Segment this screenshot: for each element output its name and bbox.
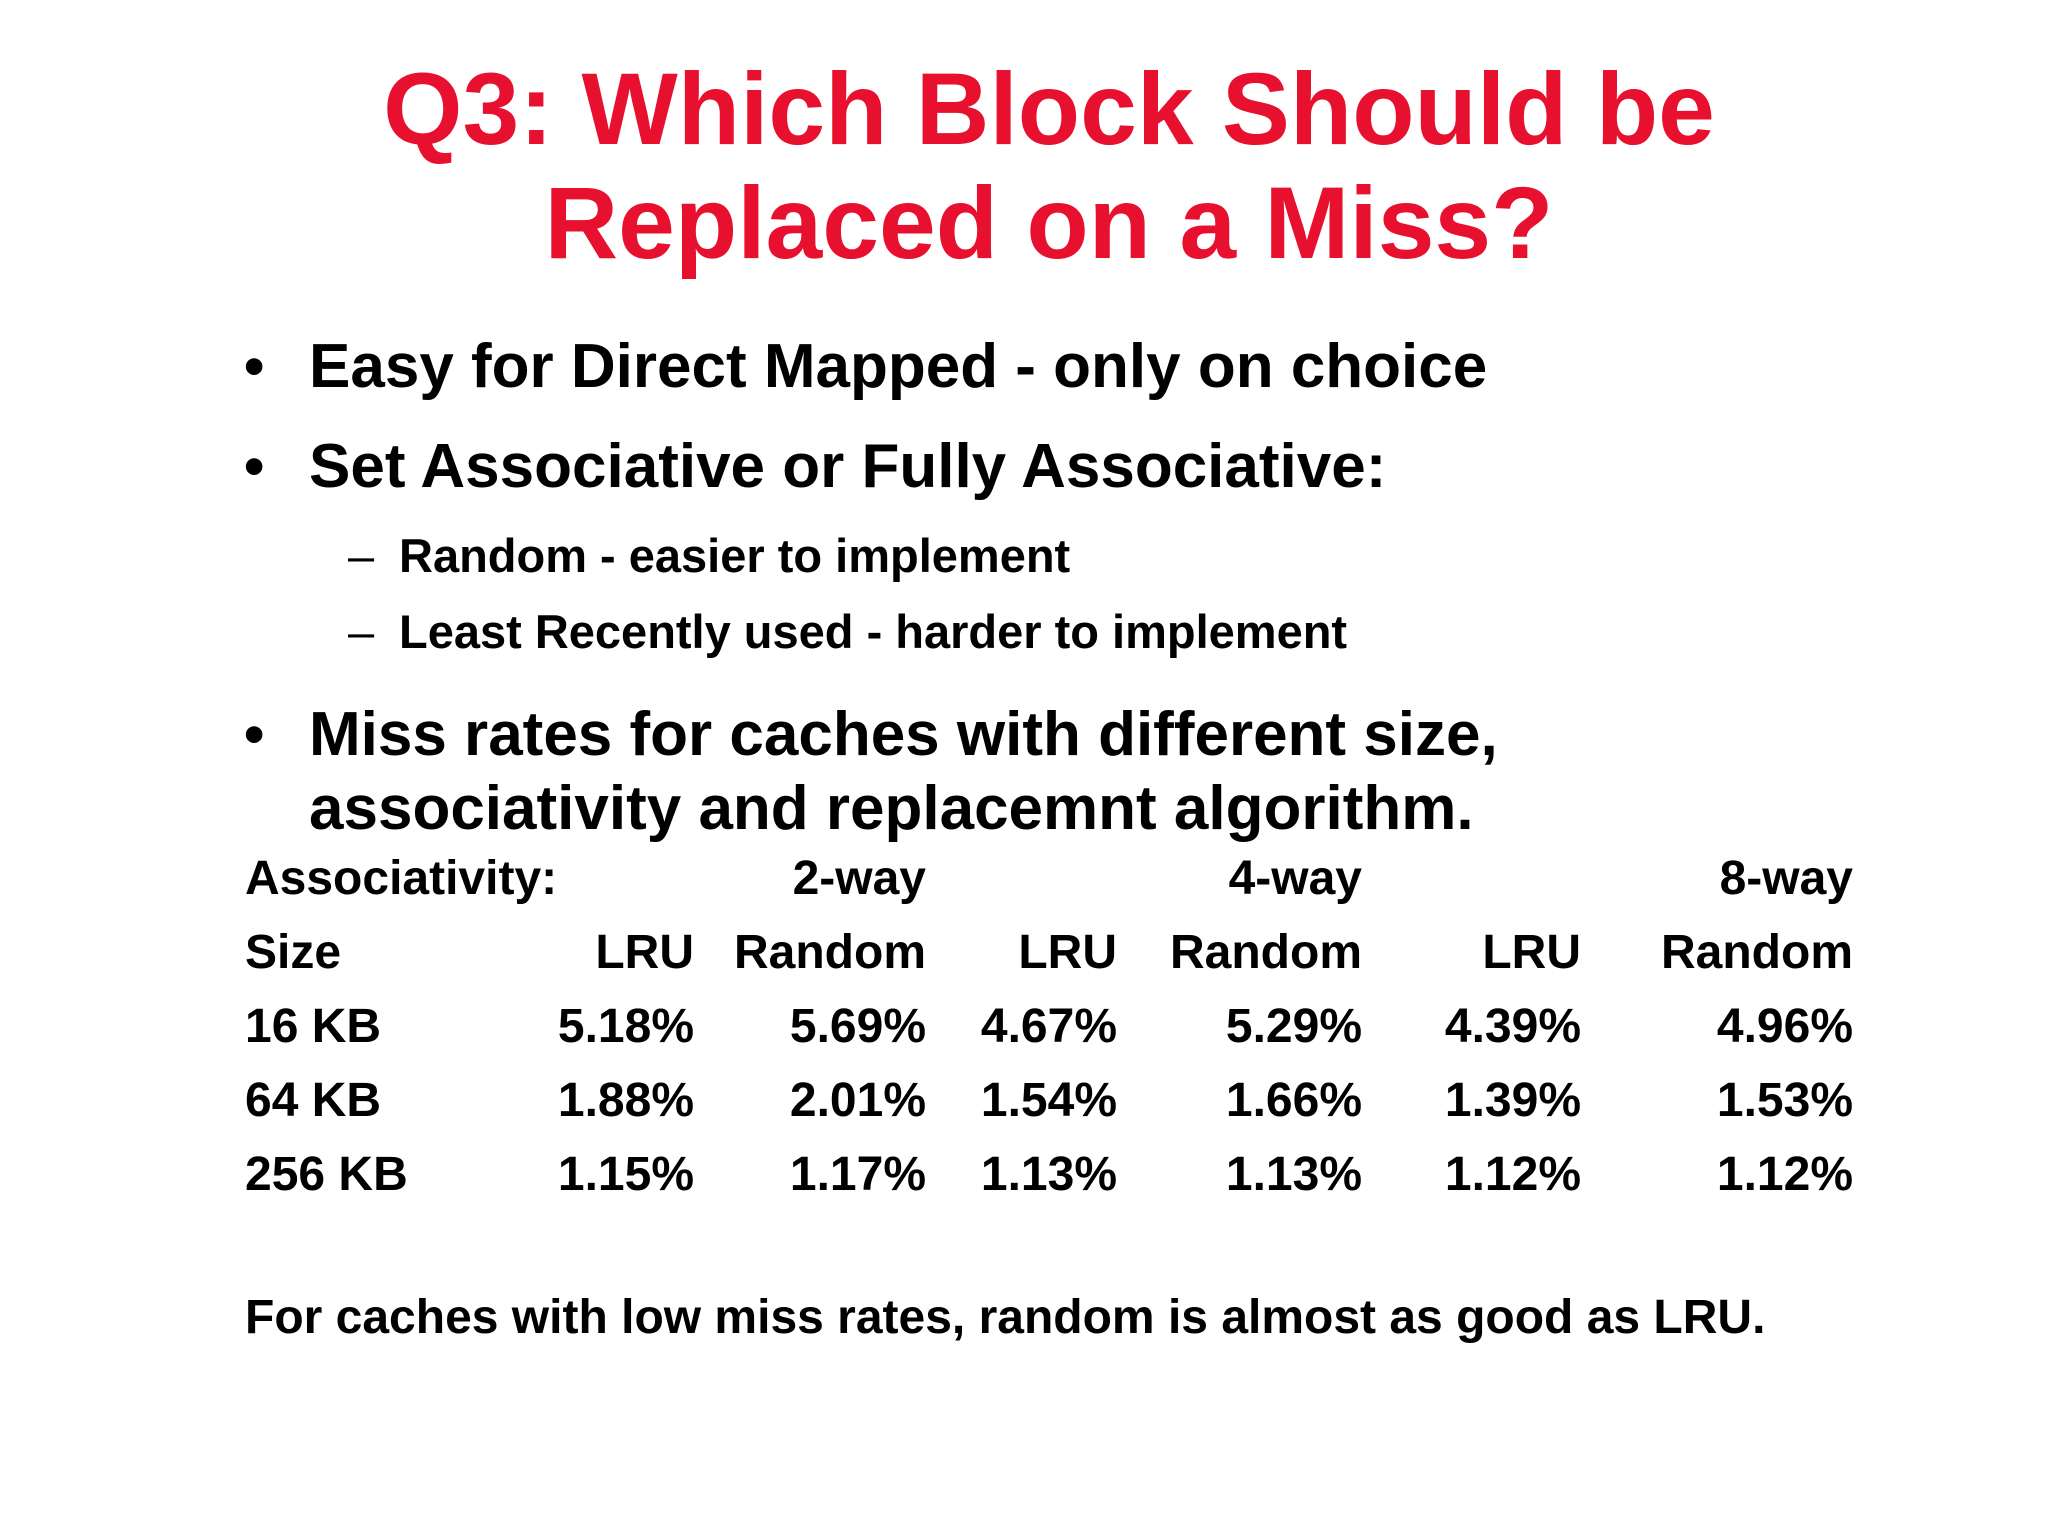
sub-bullet-text: Least Recently used - harder to implemen…: [399, 605, 1348, 658]
row-size: 64 KB: [245, 1074, 382, 1127]
miss-rate-cell: 5.29%: [1225, 1000, 1362, 1053]
miss-rate-cell: 1.13%: [980, 1148, 1117, 1201]
miss-rate-table: Associativity: 2-way 4-way 8-way Size LR…: [0, 842, 2048, 1212]
miss-rate-cell: 4.39%: [1444, 1000, 1581, 1053]
size-label: Size: [245, 926, 342, 979]
policy-header: Random: [1170, 926, 1362, 979]
bullet-miss-rates: • Miss rates for caches with different s…: [244, 698, 1944, 846]
slide-title-line-2: Replaced on a Miss?: [544, 166, 1554, 280]
assoc-group-4-way: 4-way: [1228, 852, 1362, 905]
bullet-text-line-2: associativity and replacemnt algorithm.: [309, 774, 1474, 843]
policy-header: LRU: [595, 926, 694, 979]
slide-title-line-1: Q3: Which Block Should be: [383, 52, 1715, 166]
miss-rate-cell: 1.15%: [557, 1148, 694, 1201]
miss-rate-cell: 1.53%: [1716, 1074, 1853, 1127]
bullet-dot: •: [244, 434, 265, 499]
policy-header: LRU: [1482, 926, 1581, 979]
miss-rate-cell: 5.69%: [789, 1000, 926, 1053]
bullet-dot: •: [244, 702, 265, 767]
table-header-associativity: Associativity: 2-way 4-way 8-way: [0, 842, 2048, 916]
associativity-label: Associativity:: [245, 852, 558, 905]
sub-bullet-dash: –: [348, 605, 375, 658]
policy-header: LRU: [1018, 926, 1117, 979]
miss-rate-cell: 4.96%: [1716, 1000, 1853, 1053]
miss-rate-cell: 2.01%: [789, 1074, 926, 1127]
footer-note: For caches with low miss rates, random i…: [245, 1291, 1766, 1344]
sub-bullet-text: Random - easier to implement: [399, 529, 1071, 582]
miss-rate-cell: 1.13%: [1225, 1148, 1362, 1201]
policy-header: Random: [1661, 926, 1853, 979]
miss-rate-cell: 4.67%: [980, 1000, 1117, 1053]
table-row: 256 KB 1.15% 1.17% 1.13% 1.13% 1.12% 1.1…: [0, 1138, 2048, 1212]
row-size: 256 KB: [245, 1148, 408, 1201]
bullet-list: • Easy for Direct Mapped - only on choic…: [244, 330, 1944, 872]
row-size: 16 KB: [245, 1000, 382, 1053]
table-header-policy: Size LRU Random LRU Random LRU Random: [0, 916, 2048, 990]
table-row: 16 KB 5.18% 5.69% 4.67% 5.29% 4.39% 4.96…: [0, 990, 2048, 1064]
miss-rate-cell: 1.88%: [557, 1074, 694, 1127]
slide-title: Q3: Which Block Should be Replaced on a …: [0, 52, 2048, 280]
sub-bullet-list: – Random - easier to implement – Least R…: [244, 518, 1944, 670]
bullet-text: Easy for Direct Mapped - only on choice: [309, 332, 1488, 401]
miss-rate-cell: 1.66%: [1225, 1074, 1362, 1127]
bullet-set-associative: • Set Associative or Fully Associative:: [244, 430, 1944, 504]
sub-bullet-dash: –: [348, 529, 375, 582]
miss-rate-cell: 1.17%: [789, 1148, 926, 1201]
miss-rate-cell: 1.39%: [1444, 1074, 1581, 1127]
miss-rate-cell: 5.18%: [557, 1000, 694, 1053]
bullet-direct-mapped: • Easy for Direct Mapped - only on choic…: [244, 330, 1944, 404]
sub-bullet-lru: – Least Recently used - harder to implem…: [244, 594, 1944, 670]
table-row: 64 KB 1.88% 2.01% 1.54% 1.66% 1.39% 1.53…: [0, 1064, 2048, 1138]
assoc-group-2-way: 2-way: [792, 852, 926, 905]
bullet-text-line-1: Miss rates for caches with different siz…: [309, 700, 1498, 769]
miss-rate-cell: 1.12%: [1716, 1148, 1853, 1201]
bullet-dot: •: [244, 334, 265, 399]
miss-rate-cell: 1.12%: [1444, 1148, 1581, 1201]
sub-bullet-random: – Random - easier to implement: [244, 518, 1944, 594]
assoc-group-8-way: 8-way: [1719, 852, 1853, 905]
bullet-text: Set Associative or Fully Associative:: [309, 432, 1387, 501]
policy-header: Random: [734, 926, 926, 979]
miss-rate-cell: 1.54%: [980, 1074, 1117, 1127]
